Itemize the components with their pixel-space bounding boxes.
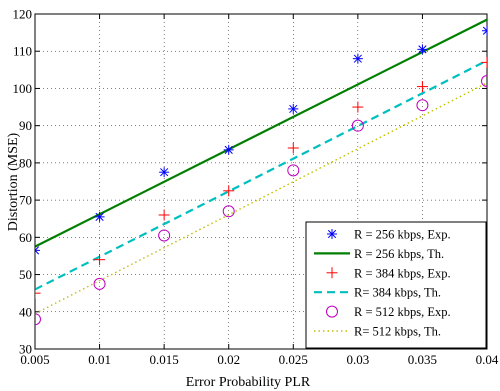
data-point xyxy=(223,144,234,155)
series-line-1 xyxy=(35,18,487,248)
marker-stroke xyxy=(289,104,298,114)
data-point xyxy=(287,142,299,154)
data-point xyxy=(94,211,105,222)
x-tick-label: 0.02 xyxy=(217,352,240,367)
data-point xyxy=(35,287,41,299)
marker-stroke xyxy=(353,54,362,63)
data-point xyxy=(416,81,428,93)
legend: R = 256 kbps, Exp. R = 256 kbps, Th. R = 3… xyxy=(305,221,487,349)
series-markers-0 xyxy=(35,25,487,256)
x-tick-label: 0.04 xyxy=(476,352,499,367)
x-tick-label: 0.035 xyxy=(408,352,437,367)
data-point xyxy=(351,119,364,132)
marker-stroke xyxy=(35,249,40,255)
data-point xyxy=(288,103,299,114)
marker-circle xyxy=(222,205,235,218)
y-tick-label: 80 xyxy=(19,155,32,170)
axes: 0.005 0.01 0.015 0.02 0.025 0.03 0.035 0.04 30 40… xyxy=(13,7,499,368)
legend-label: R= 512 kbps, Th. xyxy=(354,325,441,339)
y-tick-label: 70 xyxy=(19,193,32,208)
marker-circle xyxy=(287,164,300,177)
y-tick-label: 120 xyxy=(13,7,33,22)
legend-item: R = 384 kbps, Exp. xyxy=(326,266,451,280)
y-tick-label: 100 xyxy=(13,81,33,96)
y-tick-label: 110 xyxy=(13,44,32,59)
legend-label: R = 256 kbps, Th. xyxy=(354,247,444,261)
x-tick-label: 0.005 xyxy=(20,352,49,367)
y-tick-label: 30 xyxy=(19,342,32,357)
series-markers-2 xyxy=(35,56,487,299)
data-point xyxy=(352,101,364,113)
data-point xyxy=(35,313,41,326)
data-point xyxy=(352,53,363,64)
marker-circle xyxy=(326,305,338,318)
data-point xyxy=(223,185,235,197)
marker-stroke xyxy=(35,246,40,252)
data-point xyxy=(222,205,235,218)
marker-stroke xyxy=(418,45,427,54)
y-tick-label: 60 xyxy=(19,230,32,245)
data-point xyxy=(326,305,338,318)
series-line-3 xyxy=(35,59,487,291)
data-point xyxy=(159,167,170,178)
marker-circle xyxy=(93,277,106,290)
data-point xyxy=(35,245,40,256)
data-point xyxy=(93,277,106,290)
marker-circle xyxy=(416,99,429,112)
marker-stroke xyxy=(95,212,104,221)
legend-box xyxy=(305,221,487,349)
legend-item: R= 384 kbps, Th. xyxy=(314,286,441,300)
y-tick-label: 50 xyxy=(19,267,32,282)
legend-item: R= 512 kbps, Th. xyxy=(314,325,441,339)
marker-circle xyxy=(351,119,364,132)
x-tick-label: 0.025 xyxy=(279,352,308,367)
x-tick-label: 0.015 xyxy=(150,352,179,367)
data-point xyxy=(287,164,300,177)
data-point xyxy=(416,99,429,112)
data-point xyxy=(327,229,337,239)
legend-label: R = 384 kbps, Exp. xyxy=(354,266,451,280)
data-point xyxy=(482,25,487,36)
x-tick-label: 0.01 xyxy=(88,352,111,367)
legend-item: R = 512 kbps, Exp. xyxy=(326,305,451,319)
legend-label: R = 256 kbps, Exp. xyxy=(354,228,451,242)
data-point xyxy=(158,229,171,242)
marker-stroke xyxy=(327,229,337,239)
data-point xyxy=(417,44,428,55)
marker-stroke xyxy=(482,30,487,35)
y-tick-label: 40 xyxy=(19,304,32,319)
marker-stroke xyxy=(224,145,233,154)
marker-circle xyxy=(158,229,171,242)
data-point xyxy=(481,56,487,68)
data-point xyxy=(94,254,106,266)
legend-label: R= 384 kbps, Th. xyxy=(354,286,441,300)
data-point xyxy=(158,209,170,221)
legend-label: R = 512 kbps, Exp. xyxy=(354,305,451,319)
marker-circle xyxy=(481,75,487,87)
plot-series xyxy=(35,18,487,326)
data-point xyxy=(326,267,338,279)
plot-frame xyxy=(34,13,488,350)
y-axis-label: Distortion (MSE) xyxy=(6,132,21,231)
data-point xyxy=(481,75,487,87)
marker-circle xyxy=(35,313,41,326)
x-tick-label: 0.03 xyxy=(346,352,369,367)
marker-stroke xyxy=(482,26,487,32)
series-markers-4 xyxy=(35,75,487,326)
x-axis-label: Error Probability PLR xyxy=(186,375,311,390)
marker-stroke xyxy=(160,168,169,177)
legend-item: R = 256 kbps, Exp. xyxy=(327,228,451,242)
legend-item: R = 256 kbps, Th. xyxy=(314,247,444,261)
y-tick-label: 90 xyxy=(19,118,32,133)
